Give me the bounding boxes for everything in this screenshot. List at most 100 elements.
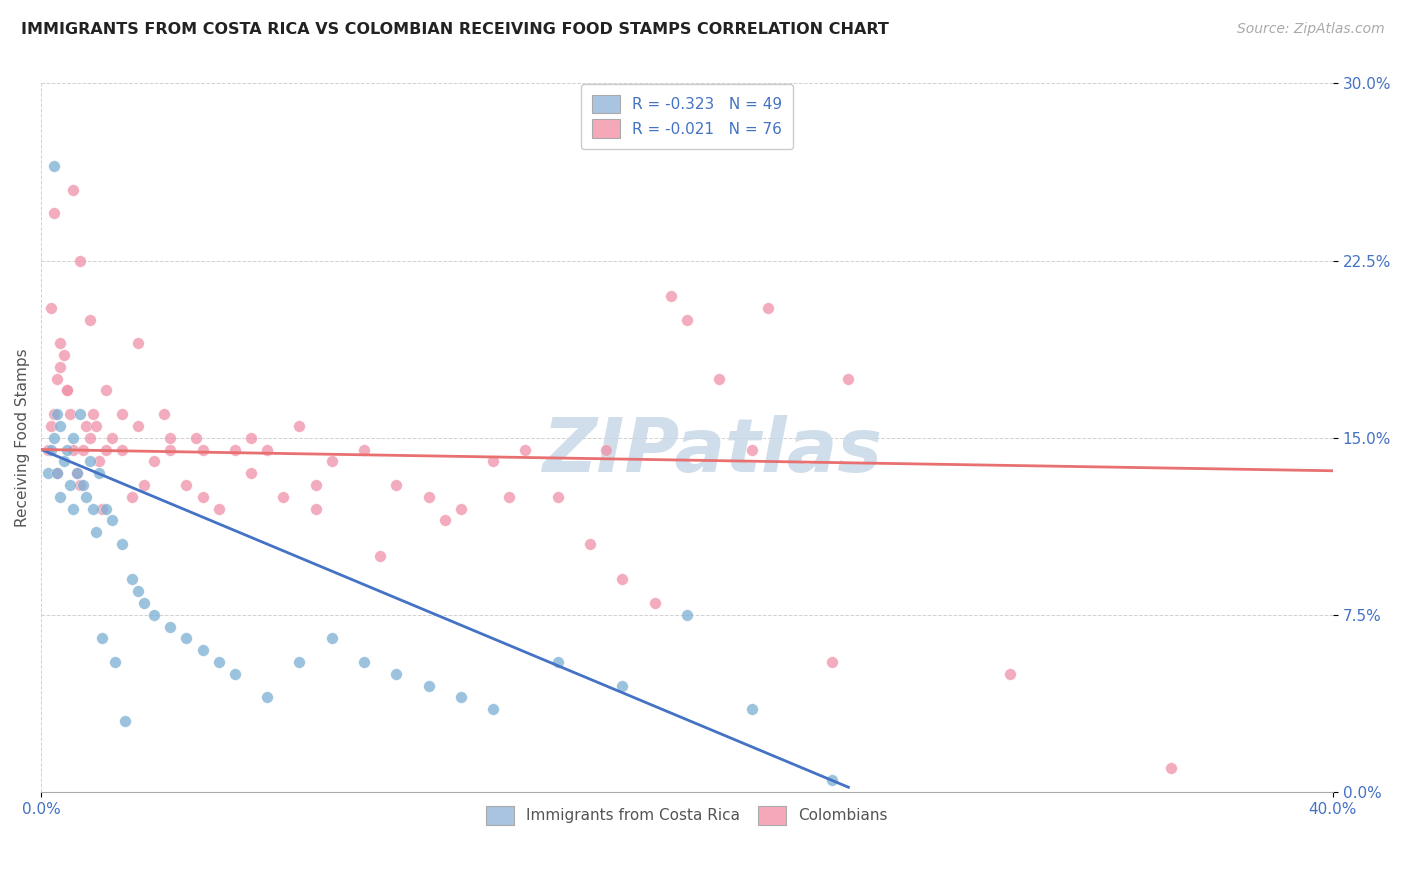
Point (741, 442, 763, 457)
Point (821, 655, 844, 669)
Point (153, 407, 176, 421)
Point (59, 407, 82, 421)
Point (224, 666, 246, 681)
Point (271, 490, 294, 504)
Point (837, 372, 859, 386)
Point (450, 690, 472, 705)
Y-axis label: Receiving Food Stamps: Receiving Food Stamps (15, 349, 30, 527)
Point (612, 679, 634, 693)
Point (304, 478, 326, 492)
Point (49, 418, 72, 433)
Point (547, 655, 569, 669)
Point (159, 620, 181, 634)
Point (114, 714, 136, 728)
Point (482, 454, 505, 468)
Point (515, 442, 537, 457)
Point (176, 478, 198, 492)
Point (82, 501, 104, 516)
Point (94, 501, 117, 516)
Point (59, 478, 82, 492)
Point (79, 454, 101, 468)
Point (159, 431, 181, 445)
Point (498, 490, 520, 504)
Point (134, 596, 156, 610)
Point (111, 407, 134, 421)
Point (39, 301, 62, 315)
Point (56, 442, 79, 457)
Point (121, 490, 143, 504)
Point (821, 773, 844, 788)
Point (62, 431, 84, 445)
Point (111, 442, 134, 457)
Point (72, 478, 94, 492)
Point (39, 418, 62, 433)
Point (191, 490, 214, 504)
Point (69, 253, 91, 268)
Point (42, 159, 65, 173)
Point (321, 454, 343, 468)
Point (256, 690, 278, 705)
Point (37, 442, 59, 457)
Point (191, 643, 214, 657)
Point (353, 655, 375, 669)
Point (676, 312, 699, 326)
Point (159, 442, 181, 457)
Point (385, 666, 408, 681)
Point (89, 454, 111, 468)
Point (353, 442, 375, 457)
Point (121, 573, 143, 587)
Point (143, 454, 166, 468)
Point (756, 301, 779, 315)
Point (37, 466, 59, 480)
Text: Source: ZipAtlas.com: Source: ZipAtlas.com (1237, 22, 1385, 37)
Point (42, 407, 65, 421)
Point (612, 573, 634, 587)
Point (482, 702, 505, 716)
Point (42, 431, 65, 445)
Point (191, 442, 214, 457)
Point (84, 418, 107, 433)
Point (104, 655, 127, 669)
Point (46, 466, 69, 480)
Point (127, 418, 149, 433)
Text: ZIPatlas: ZIPatlas (543, 416, 883, 489)
Point (39, 442, 62, 457)
Point (1160, 761, 1182, 775)
Point (418, 679, 440, 693)
Point (595, 442, 617, 457)
Point (433, 513, 456, 527)
Point (52, 454, 75, 468)
Point (79, 312, 101, 326)
Point (62, 442, 84, 457)
Point (127, 336, 149, 351)
Point (288, 418, 311, 433)
Point (321, 632, 343, 646)
Point (46, 372, 69, 386)
Point (66, 466, 89, 480)
Point (418, 490, 440, 504)
Point (709, 372, 731, 386)
Point (46, 407, 69, 421)
Point (56, 384, 79, 398)
Point (368, 549, 391, 563)
Point (84, 525, 107, 540)
Point (111, 537, 134, 551)
Point (998, 666, 1021, 681)
Point (208, 501, 231, 516)
Point (288, 655, 311, 669)
Point (101, 431, 124, 445)
Point (91, 501, 114, 516)
Point (304, 501, 326, 516)
Point (676, 607, 699, 622)
Point (127, 584, 149, 599)
Point (49, 359, 72, 374)
Point (75, 490, 97, 504)
Point (62, 183, 84, 197)
Point (450, 501, 472, 516)
Point (94, 384, 117, 398)
Point (69, 478, 91, 492)
Point (49, 336, 72, 351)
Legend: Immigrants from Costa Rica, Colombians: Immigrants from Costa Rica, Colombians (477, 797, 897, 834)
Point (69, 407, 91, 421)
Point (547, 490, 569, 504)
